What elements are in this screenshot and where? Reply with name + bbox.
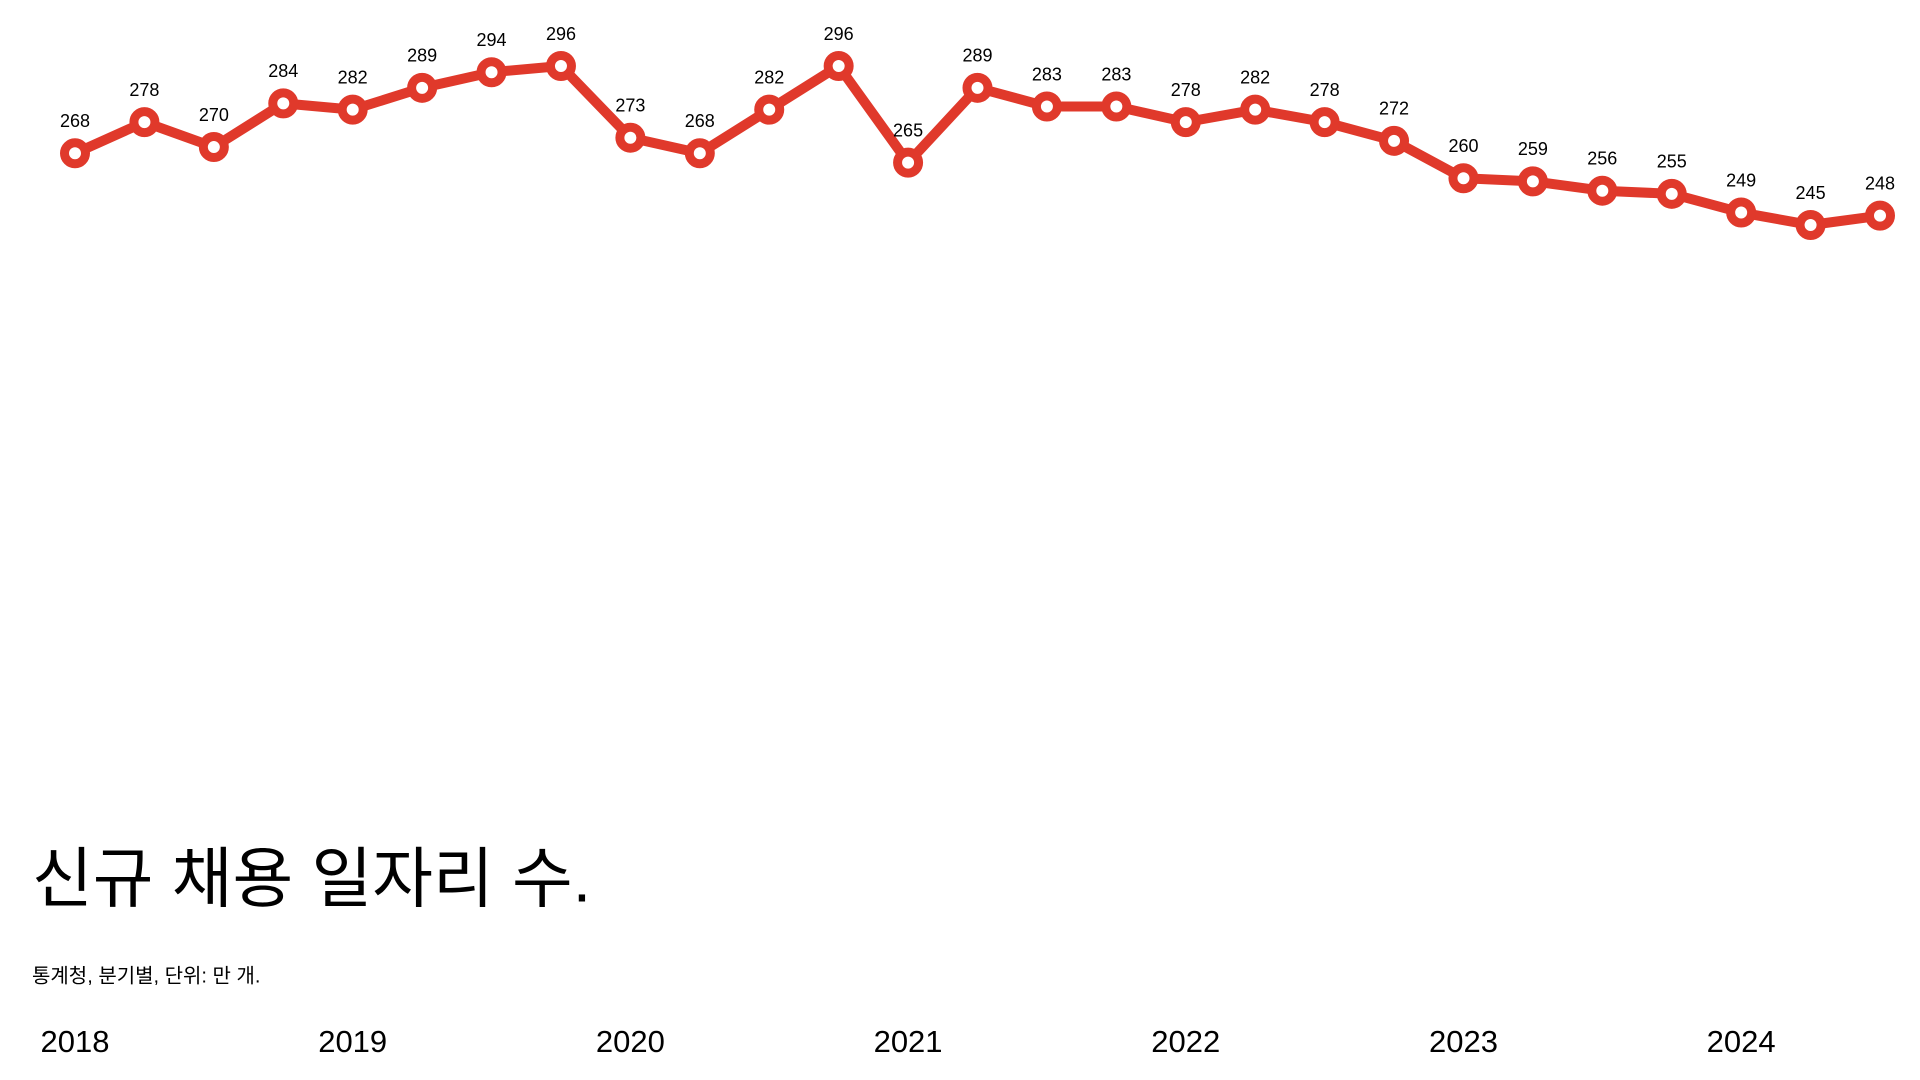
point [1031, 91, 1062, 122]
x-tick-label: 2024 [1707, 1024, 1776, 1059]
point [1865, 200, 1895, 231]
point [407, 72, 438, 103]
point [1656, 178, 1687, 209]
point [129, 107, 160, 138]
point [1517, 166, 1548, 197]
value-label: 282 [1240, 67, 1270, 87]
value-label: 255 [1657, 152, 1687, 172]
chart-title: 신규 채용 일자리 수. [32, 841, 591, 915]
value-label: 282 [338, 67, 368, 87]
point [1379, 125, 1410, 156]
value-label: 268 [685, 111, 715, 131]
point [476, 57, 507, 88]
point [684, 138, 715, 169]
value-label: 283 [1032, 64, 1062, 84]
point [1795, 210, 1826, 240]
value-label: 278 [1171, 80, 1201, 100]
value-label: 294 [477, 30, 507, 50]
value-label: 282 [754, 67, 784, 87]
x-tick-label: 2021 [874, 1024, 943, 1059]
value-label: 289 [962, 46, 992, 66]
value-label: 278 [129, 80, 159, 100]
point [615, 122, 646, 153]
x-tick-label: 2022 [1151, 1024, 1220, 1059]
point [893, 147, 924, 178]
point [823, 51, 854, 81]
point [337, 94, 368, 125]
x-tick-label: 2023 [1429, 1024, 1498, 1059]
value-label: 273 [615, 95, 645, 115]
value-label: 260 [1448, 136, 1478, 156]
value-label: 296 [824, 24, 854, 44]
point [1448, 163, 1479, 194]
x-tick-label: 2018 [41, 1024, 110, 1059]
point [198, 132, 229, 163]
value-label: 245 [1796, 183, 1826, 203]
value-label: 248 [1865, 173, 1895, 193]
chart-subtitle: 통계청, 분기별, 단위: 만 개. [32, 964, 260, 987]
value-label: 259 [1518, 139, 1548, 159]
point [962, 72, 993, 103]
value-label: 249 [1726, 170, 1756, 190]
point [1309, 107, 1340, 138]
value-label: 278 [1310, 80, 1340, 100]
point [1170, 107, 1201, 138]
point [60, 138, 90, 169]
value-label: 268 [60, 111, 90, 131]
x-tick-label: 2019 [318, 1024, 387, 1059]
point [1587, 175, 1618, 206]
value-label: 270 [199, 105, 229, 125]
value-label: 284 [268, 61, 298, 81]
point [1726, 197, 1757, 228]
x-tick-label: 2020 [596, 1024, 665, 1059]
value-label: 289 [407, 46, 437, 66]
point [754, 94, 785, 125]
point [268, 88, 299, 119]
value-label: 272 [1379, 99, 1409, 119]
value-label: 283 [1101, 64, 1131, 84]
value-label: 256 [1587, 148, 1617, 168]
value-label: 265 [893, 120, 923, 140]
point [545, 51, 576, 81]
value-label: 296 [546, 24, 576, 44]
point [1101, 91, 1132, 122]
point [1240, 94, 1271, 125]
